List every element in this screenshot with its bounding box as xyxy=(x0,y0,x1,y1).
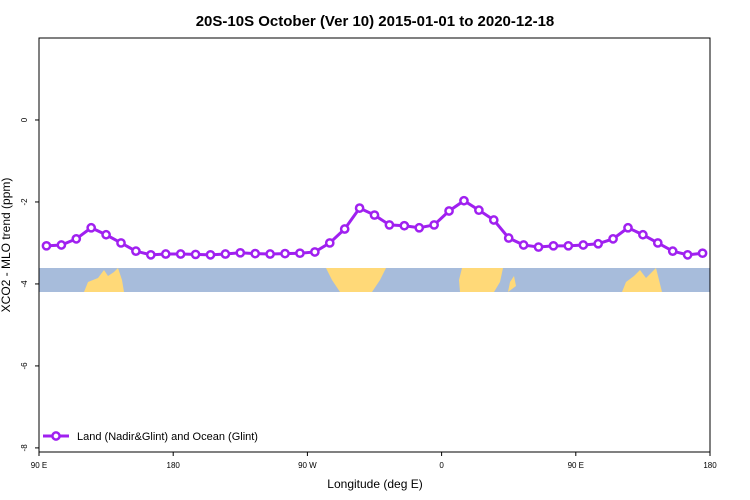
legend-label: Land (Nadir&Glint) and Ocean (Glint) xyxy=(77,431,258,443)
point xyxy=(548,240,559,251)
y-tick-label: -4 xyxy=(20,280,29,288)
point xyxy=(384,220,395,230)
x-tick-label: 90 W xyxy=(298,461,317,470)
point xyxy=(190,249,201,260)
series-line xyxy=(46,198,703,257)
point xyxy=(339,224,350,234)
x-tick-label: 180 xyxy=(703,461,717,470)
point xyxy=(638,229,648,240)
y-axis-label: XCO2 - MLO trend (ppm) xyxy=(0,178,13,313)
point xyxy=(250,248,261,259)
point xyxy=(280,248,290,259)
point xyxy=(697,248,708,259)
point xyxy=(459,195,469,206)
point xyxy=(71,234,82,244)
plot-frame xyxy=(38,37,711,453)
point xyxy=(175,249,186,259)
x-axis-label: Longitude (deg E) xyxy=(327,477,422,491)
point xyxy=(160,249,171,259)
point xyxy=(295,248,305,259)
point xyxy=(518,240,529,250)
point xyxy=(220,249,231,259)
point xyxy=(414,222,425,233)
x-tick-label: 90 E xyxy=(31,461,47,470)
point xyxy=(310,247,320,257)
point xyxy=(86,222,97,233)
point xyxy=(354,203,365,213)
legend-marker xyxy=(51,431,61,441)
point xyxy=(682,249,693,260)
point xyxy=(608,234,618,244)
x-tick-label: 90 E xyxy=(568,461,584,470)
point xyxy=(324,238,335,248)
y-tick-label: -6 xyxy=(20,362,29,370)
point xyxy=(235,247,246,258)
point xyxy=(623,222,633,233)
point xyxy=(116,238,126,248)
y-tick-label: 0 xyxy=(20,117,29,122)
x-tick-label: 180 xyxy=(167,461,181,470)
point xyxy=(145,249,156,260)
point xyxy=(578,240,589,250)
point xyxy=(444,206,454,216)
point xyxy=(429,220,439,230)
point xyxy=(593,238,604,249)
point xyxy=(131,246,141,256)
point xyxy=(474,205,484,216)
point xyxy=(563,240,574,251)
chart-title: 20S-10S October (Ver 10) 2015-01-01 to 2… xyxy=(196,13,555,30)
y-tick-label: -2 xyxy=(20,198,29,206)
point xyxy=(56,240,67,250)
point xyxy=(503,233,514,243)
point xyxy=(369,210,380,220)
y-tick-label: -8 xyxy=(20,444,29,452)
point xyxy=(101,229,111,240)
map-strip xyxy=(39,268,710,292)
point xyxy=(533,242,544,252)
point xyxy=(488,215,499,225)
point xyxy=(205,249,216,260)
point xyxy=(399,220,410,231)
x-tick-label: 0 xyxy=(439,461,444,470)
point xyxy=(667,246,678,256)
point xyxy=(41,240,52,251)
point xyxy=(265,249,275,259)
point xyxy=(652,238,663,248)
